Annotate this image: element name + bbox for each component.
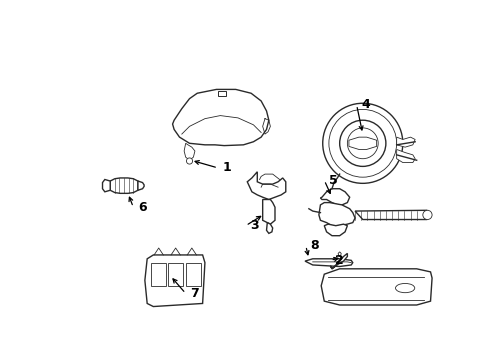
Polygon shape: [338, 252, 341, 256]
Polygon shape: [151, 263, 167, 286]
Polygon shape: [397, 137, 415, 147]
Circle shape: [323, 103, 403, 183]
Polygon shape: [102, 180, 110, 192]
Polygon shape: [319, 203, 355, 226]
Polygon shape: [138, 181, 144, 190]
Polygon shape: [321, 269, 432, 305]
Circle shape: [347, 128, 378, 159]
Polygon shape: [218, 91, 226, 95]
Text: 5: 5: [329, 174, 338, 187]
Circle shape: [186, 158, 193, 164]
Polygon shape: [305, 259, 353, 266]
Polygon shape: [397, 149, 415, 163]
Text: 7: 7: [190, 287, 199, 300]
Ellipse shape: [395, 283, 415, 293]
Polygon shape: [172, 89, 269, 145]
Polygon shape: [355, 210, 428, 220]
Polygon shape: [110, 178, 138, 193]
Polygon shape: [330, 253, 347, 269]
Polygon shape: [145, 255, 205, 306]
Circle shape: [329, 109, 397, 177]
Text: 8: 8: [311, 239, 319, 252]
Text: 3: 3: [250, 219, 259, 232]
Circle shape: [340, 120, 386, 166]
Polygon shape: [247, 172, 286, 199]
Polygon shape: [184, 143, 195, 160]
Circle shape: [423, 210, 432, 220]
Polygon shape: [320, 189, 350, 205]
Text: 6: 6: [138, 201, 147, 214]
Text: 1: 1: [222, 161, 231, 175]
Polygon shape: [186, 263, 201, 286]
Text: 2: 2: [335, 254, 344, 267]
Text: 4: 4: [361, 98, 370, 111]
Polygon shape: [168, 263, 183, 286]
Polygon shape: [324, 224, 347, 236]
Polygon shape: [349, 137, 377, 149]
Polygon shape: [267, 222, 273, 233]
Polygon shape: [263, 199, 275, 224]
